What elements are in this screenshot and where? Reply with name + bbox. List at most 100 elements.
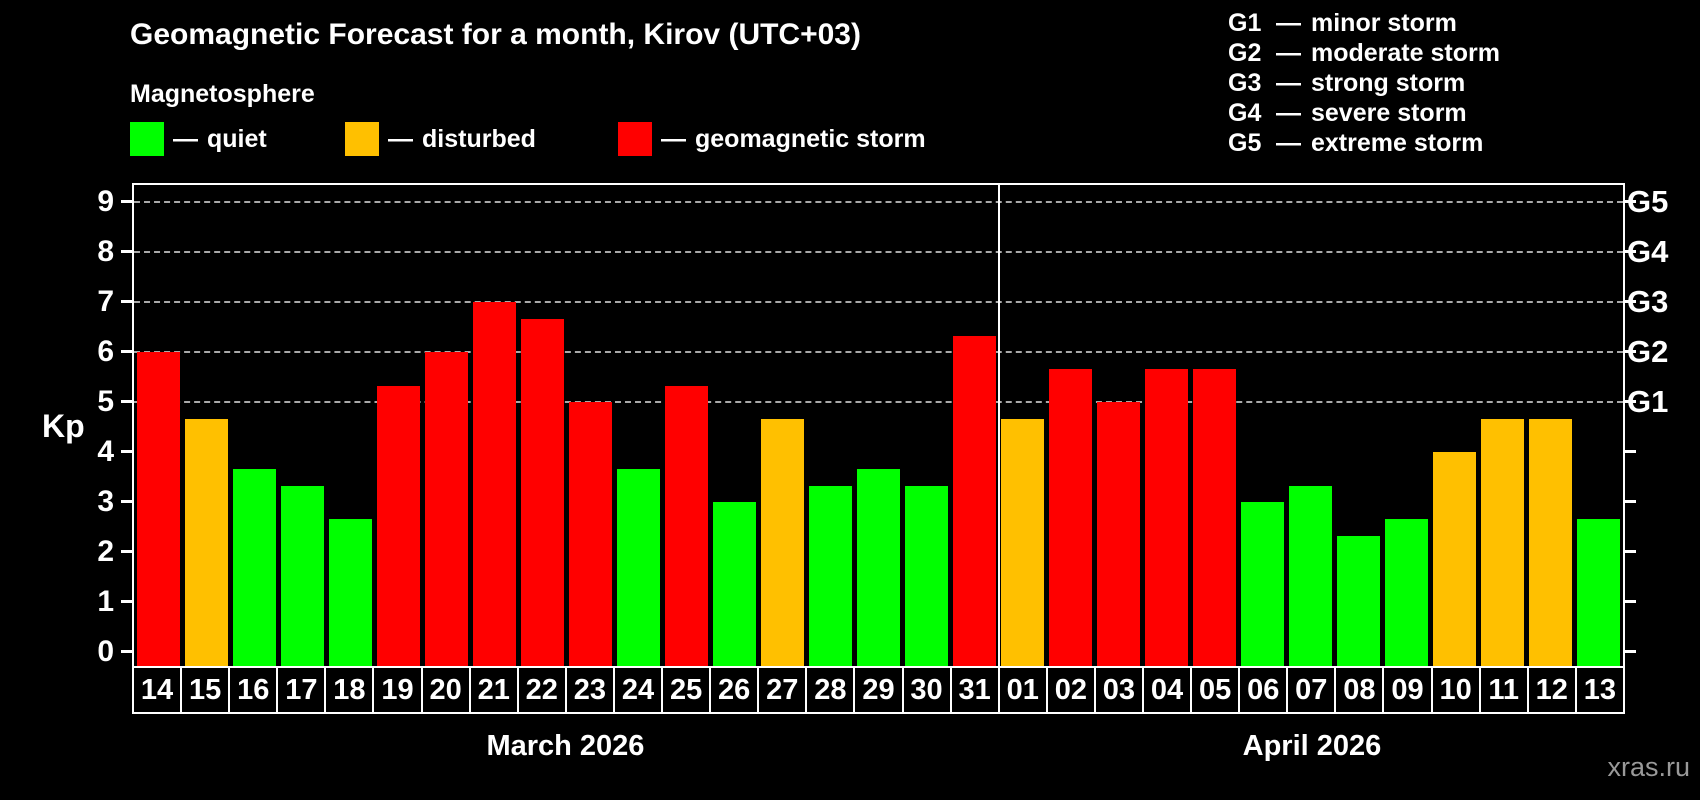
date-cell-17: 17 xyxy=(276,666,327,714)
bar-slot-09 xyxy=(1383,185,1431,666)
date-cell-28: 28 xyxy=(805,666,856,714)
storm-scale-separator: — xyxy=(1276,9,1301,37)
kp-bar-day-02 xyxy=(1049,368,1093,666)
date-cell-02: 02 xyxy=(1045,666,1096,714)
y-tick-left-2 xyxy=(121,550,132,553)
y-tick-label-3: 3 xyxy=(97,485,114,518)
storm-scale-separator: — xyxy=(1276,39,1301,67)
storm-scale-separator: — xyxy=(1276,129,1301,157)
month-axis: March 2026 April 2026 xyxy=(132,728,1625,764)
date-cell-19: 19 xyxy=(372,666,423,714)
y-tick-left-8 xyxy=(121,250,132,253)
y-tick-right-7 xyxy=(1625,300,1636,303)
bar-slot-12 xyxy=(1527,185,1575,666)
right-axis-label-G2: G2 xyxy=(1627,334,1669,369)
bar-slot-18 xyxy=(326,185,374,666)
bar-slot-25 xyxy=(662,185,710,666)
kp-bar-day-01 xyxy=(1001,418,1045,666)
month-label: April 2026 xyxy=(1242,729,1382,762)
kp-bar-day-10 xyxy=(1433,452,1477,666)
bar-slot-28 xyxy=(806,185,854,666)
kp-bar-day-05 xyxy=(1193,368,1237,666)
kp-bar-day-18 xyxy=(328,518,372,666)
kp-bar-day-13 xyxy=(1577,518,1621,666)
storm-scale-row-G2: G2 — moderate storm xyxy=(1228,38,1500,68)
bar-slot-13 xyxy=(1575,185,1623,666)
storm-scale-row-G4: G4 — severe storm xyxy=(1228,98,1500,128)
bars-container xyxy=(134,185,1623,666)
kp-bar-day-08 xyxy=(1337,535,1381,666)
legend-label-disturbed: disturbed xyxy=(422,124,536,153)
storm-scale-legend: G1 — minor storm G2 — moderate storm G3 — strong… xyxy=(1228,8,1500,158)
date-cell-15: 15 xyxy=(180,666,231,714)
date-cell-06: 06 xyxy=(1238,666,1289,714)
legend-item-disturbed: — disturbed xyxy=(345,122,536,156)
bar-slot-05 xyxy=(1191,185,1239,666)
y-tick-left-1 xyxy=(121,600,132,603)
date-cell-24: 24 xyxy=(612,666,664,714)
kp-bar-day-30 xyxy=(905,485,949,666)
y-tick-label-4: 4 xyxy=(97,435,114,468)
bar-slot-02 xyxy=(1047,185,1095,666)
date-cell-26: 26 xyxy=(709,666,760,714)
date-cell-16: 16 xyxy=(228,666,279,714)
storm-scale-row-G3: G3 — strong storm xyxy=(1228,68,1500,98)
kp-bar-day-09 xyxy=(1385,518,1429,666)
bar-slot-30 xyxy=(903,185,951,666)
date-cell-29: 29 xyxy=(853,666,904,714)
bar-slot-21 xyxy=(470,185,518,666)
date-cell-04: 04 xyxy=(1141,666,1193,714)
storm-scale-row-G1: G1 — minor storm xyxy=(1228,8,1500,38)
kp-bar-day-23 xyxy=(568,402,612,666)
gridline-kp-9 xyxy=(134,201,1623,203)
bar-slot-22 xyxy=(518,185,566,666)
y-tick-right-0 xyxy=(1625,650,1636,653)
storm-scale-row-G5: G5 — extreme storm xyxy=(1228,128,1500,158)
kp-bar-day-12 xyxy=(1529,418,1573,666)
bar-slot-01 xyxy=(999,185,1047,666)
date-axis: 14 15 16 17 18 19 20 21 22 23 24 25 26 27 28 29 30 31 01 02… xyxy=(132,666,1625,714)
kp-bar-day-28 xyxy=(808,485,852,666)
date-cell-30: 30 xyxy=(901,666,952,714)
date-cell-11: 11 xyxy=(1478,666,1529,714)
kp-bar-day-04 xyxy=(1145,368,1189,666)
watermark: xras.ru xyxy=(1607,752,1690,782)
bar-slot-07 xyxy=(1287,185,1335,666)
month-label: March 2026 xyxy=(486,729,645,762)
legend-swatch-geomagnetic-storm xyxy=(618,122,652,156)
y-tick-label-2: 2 xyxy=(97,535,114,568)
kp-bar-day-16 xyxy=(232,468,276,666)
bar-slot-19 xyxy=(374,185,422,666)
y-tick-right-1 xyxy=(1625,600,1636,603)
date-cell-01: 01 xyxy=(997,666,1048,714)
right-axis-label-G1: G1 xyxy=(1627,384,1669,419)
storm-scale-code-G1: G1 xyxy=(1228,9,1262,37)
storm-scale-separator: — xyxy=(1276,99,1301,127)
kp-bar-day-14 xyxy=(136,352,180,666)
y-tick-left-4 xyxy=(121,450,132,453)
kp-bar-day-25 xyxy=(664,385,708,666)
kp-bar-day-29 xyxy=(856,468,900,666)
bar-slot-23 xyxy=(566,185,614,666)
y-tick-label-6: 6 xyxy=(97,335,114,368)
storm-scale-code-G3: G3 xyxy=(1228,69,1262,97)
legend-item-geomagnetic-storm: — geomagnetic storm xyxy=(618,122,926,156)
bar-slot-27 xyxy=(758,185,806,666)
date-cell-21: 21 xyxy=(468,666,519,714)
bar-slot-06 xyxy=(1239,185,1287,666)
y-tick-left-3 xyxy=(121,500,132,503)
y-tick-left-5 xyxy=(121,400,132,403)
bar-slot-17 xyxy=(278,185,326,666)
date-cell-23: 23 xyxy=(564,666,615,714)
y-tick-label-7: 7 xyxy=(97,285,114,318)
bar-slot-26 xyxy=(710,185,758,666)
date-cell-18: 18 xyxy=(324,666,375,714)
bar-slot-15 xyxy=(182,185,230,666)
date-cell-31: 31 xyxy=(949,666,1000,714)
month-divider xyxy=(997,185,1000,666)
storm-scale-separator: — xyxy=(1276,69,1301,97)
kp-bar-day-20 xyxy=(424,352,468,666)
kp-bar-day-24 xyxy=(616,468,660,666)
kp-bar-day-19 xyxy=(376,385,420,666)
